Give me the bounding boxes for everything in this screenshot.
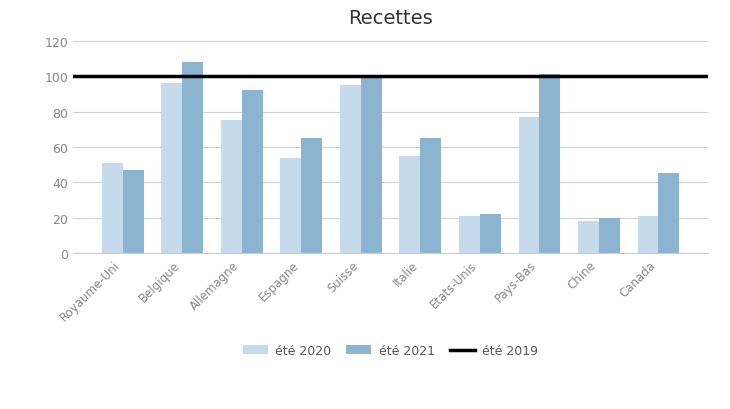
- Bar: [123, 171, 144, 254]
- Bar: [399, 156, 420, 254]
- Bar: [518, 117, 539, 254]
- Bar: [280, 158, 301, 254]
- Bar: [340, 86, 361, 254]
- Bar: [658, 174, 679, 254]
- Bar: [182, 63, 203, 254]
- Bar: [599, 218, 620, 254]
- Bar: [361, 77, 382, 254]
- Bar: [420, 139, 441, 254]
- Bar: [459, 216, 480, 254]
- Bar: [161, 84, 182, 254]
- Title: Recettes: Recettes: [348, 9, 433, 28]
- Bar: [480, 215, 501, 254]
- Legend: été 2020, été 2021, été 2019: été 2020, été 2021, été 2019: [238, 339, 543, 362]
- Bar: [539, 75, 560, 254]
- Bar: [102, 164, 123, 254]
- Bar: [578, 222, 599, 254]
- Bar: [301, 139, 322, 254]
- Bar: [242, 91, 263, 254]
- Bar: [221, 121, 242, 254]
- Bar: [637, 216, 658, 254]
